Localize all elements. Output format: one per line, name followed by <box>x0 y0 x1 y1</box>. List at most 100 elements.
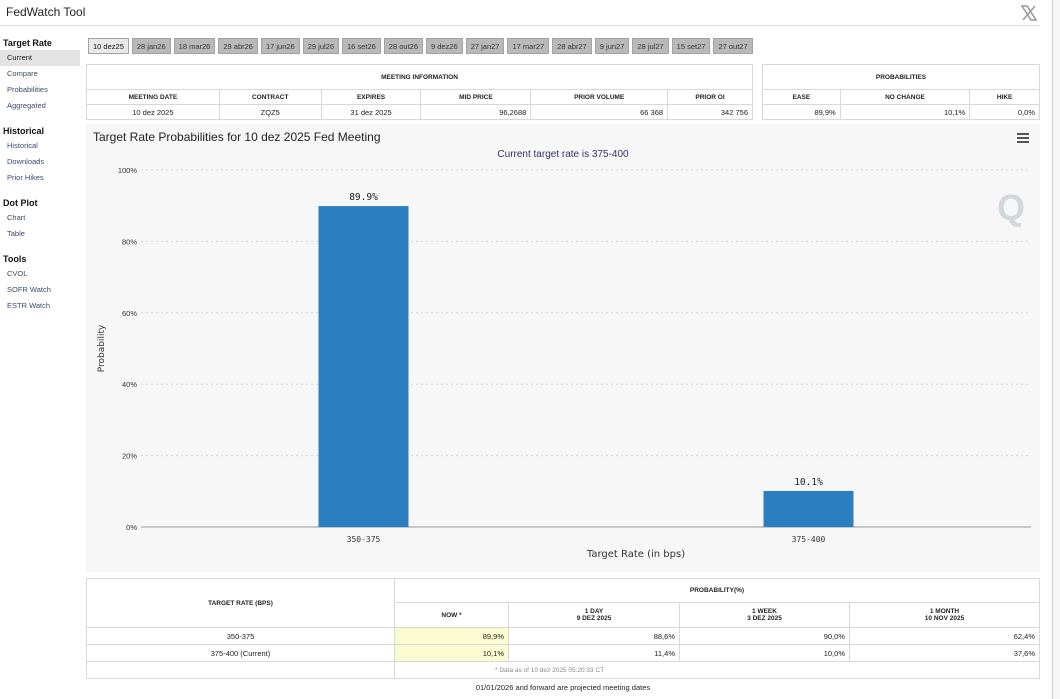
1-month-value: 62,4% <box>849 627 1040 645</box>
tab-18-mar26[interactable]: 18 mar26 <box>173 38 216 54</box>
q-logo-icon: Q <box>997 187 1025 228</box>
tab-9-dez26[interactable]: 9 dez26 <box>426 38 463 54</box>
x-axis-title: Target Rate (in bps) <box>586 549 685 560</box>
sidebar-item-aggregated[interactable]: Aggregated <box>7 101 46 110</box>
1-month-value: 37,6% <box>849 644 1040 662</box>
tab-15-set27[interactable]: 15 set27 <box>671 38 711 54</box>
tab-10-dez25[interactable]: 10 dez25 <box>88 38 129 54</box>
app-title: FedWatch Tool <box>6 5 86 19</box>
tab-9-jun27[interactable]: 9 jun27 <box>594 38 630 54</box>
col-meeting-date: MEETING DATE <box>86 89 220 105</box>
period-1-month: 1 MONTH 10 NOV 2025 <box>849 602 1040 628</box>
data-label: 10.1% <box>794 477 823 488</box>
scrollbar[interactable] <box>1052 0 1060 699</box>
sidebar-item-sofr-watch[interactable]: SOFR Watch <box>7 285 51 294</box>
tab-28-abr27[interactable]: 28 abr27 <box>552 38 592 54</box>
sidebar-item-historical[interactable]: Historical <box>7 141 38 150</box>
chart-subtitle: Current target rate is 375-400 <box>497 149 629 160</box>
ease-value: 89,9% <box>762 104 841 120</box>
sidebar-item-chart[interactable]: Chart <box>7 213 26 222</box>
tab-17-jun26[interactable]: 17 jun26 <box>260 38 300 54</box>
probabilities-heading: PROBABILITIES <box>762 64 1040 90</box>
col-hike: HIKE <box>969 89 1040 105</box>
y-tick-label: 40% <box>122 380 137 389</box>
sidebar-item-cvol[interactable]: CVOL <box>7 269 28 278</box>
col-ease: EASE <box>762 89 841 105</box>
sidebar-item-estr-watch[interactable]: ESTR Watch <box>7 301 51 310</box>
prior-volume-value: 66 368 <box>530 104 669 120</box>
col-prior-volume: PRIOR VOLUME <box>530 89 669 105</box>
tab-16-set26[interactable]: 16 set26 <box>342 38 381 54</box>
tab-27-out27[interactable]: 27 out27 <box>713 38 753 54</box>
meeting-info-table: MEETING INFORMATION MEETING DATE CONTRAC… <box>86 64 753 120</box>
tab-28-jul27[interactable]: 28 jul27 <box>632 38 669 54</box>
y-tick-label: 80% <box>122 237 137 246</box>
col-expires: EXPIRES <box>320 89 422 105</box>
expires-value: 31 dez 2025 <box>320 104 422 120</box>
sidebar-heading: Target Rate <box>3 38 52 48</box>
sidebar-heading: Dot Plot <box>3 198 38 208</box>
now-value: 89,9% <box>394 627 509 645</box>
target-rate-header: TARGET RATE (BPS) <box>86 578 395 628</box>
bar-375-400 <box>763 490 854 527</box>
y-tick-label: 20% <box>122 452 137 461</box>
bar-350-375 <box>318 206 409 527</box>
sidebar-heading: Tools <box>3 254 27 264</box>
sidebar-item-downloads[interactable]: Downloads <box>7 157 45 166</box>
tab-29-jul26[interactable]: 29 jul26 <box>302 38 340 54</box>
period-now: NOW * <box>394 602 509 628</box>
sidebar-item-table[interactable]: Table <box>7 229 25 238</box>
col-prior-oi: PRIOR OI <box>667 89 753 105</box>
tab-27-jan27[interactable]: 27 jan27 <box>465 38 505 54</box>
probability-bar-chart: 0% 20% 40% 60% 80% 100% Q 89.9% 350-375 10.1% 375-… <box>97 166 1031 560</box>
sidebar-item-probabilities[interactable]: Probabilities <box>7 85 48 94</box>
y-axis-title: Probability <box>97 324 107 372</box>
rate-cell: 350-375 <box>86 627 395 645</box>
sidebar-heading: Historical <box>3 126 45 136</box>
1-week-value: 90,0% <box>679 627 850 645</box>
data-timestamp-note: * Data as of 10 dez 2025 05:20:33 CT <box>394 661 1040 679</box>
hamburger-menu-icon[interactable] <box>1017 133 1029 143</box>
sidebar-item-compare[interactable]: Compare <box>7 69 38 78</box>
1-day-value: 88,6% <box>508 627 680 645</box>
meeting-date-value: 10 dez 2025 <box>86 104 220 120</box>
1-day-value: 11,4% <box>508 644 680 662</box>
now-value: 10,1% <box>394 644 509 662</box>
x-tick-label: 350-375 <box>347 535 381 544</box>
mid-price-value: 96,2688 <box>420 104 532 120</box>
footer-note: 01/01/2026 and forward are projected mee… <box>475 683 651 692</box>
prior-oi-value: 342 756 <box>667 104 753 120</box>
hike-value: 0,0% <box>969 104 1040 120</box>
contract-value: ZQZ5 <box>218 104 322 120</box>
col-no-change: NO CHANGE <box>839 89 971 105</box>
meeting-tabs: 10 dez25 28 jan26 18 mar26 29 abr26 17 jun26… <box>88 38 753 54</box>
tab-29-abr26[interactable]: 29 abr26 <box>218 38 258 54</box>
no-change-value: 10,1% <box>839 104 971 120</box>
sidebar-item-current[interactable]: Current <box>0 50 80 66</box>
period-1-day: 1 DAY 9 DEZ 2025 <box>508 602 680 628</box>
chart-title: Target Rate Probabilities for 10 dez 202… <box>93 130 381 144</box>
col-mid-price: MID PRICE <box>420 89 532 105</box>
tab-28-out26[interactable]: 28 out26 <box>383 38 423 54</box>
y-tick-label: 60% <box>122 309 137 318</box>
meeting-info-heading: MEETING INFORMATION <box>86 64 753 90</box>
rate-probability-table: TARGET RATE (BPS) PROBABILITY(%) NOW * 1… <box>86 578 1040 679</box>
title-bar: FedWatch Tool <box>0 0 1040 26</box>
probabilities-table: PROBABILITIES EASE NO CHANGE HIKE 89,9% … <box>762 64 1040 120</box>
col-contract: CONTRACT <box>218 89 322 105</box>
rate-cell: 375-400 (Current) <box>86 644 395 662</box>
sidebar-item-prior-hikes[interactable]: Prior Hikes <box>7 173 44 182</box>
tab-17-mar27[interactable]: 17 mar27 <box>507 38 550 54</box>
sidebar: Target Rate Current Compare Probabilities Ag… <box>0 36 80 314</box>
tab-28-jan26[interactable]: 28 jan26 <box>131 38 171 54</box>
data-label: 89.9% <box>349 192 378 203</box>
y-tick-label: 0% <box>126 523 137 532</box>
1-week-value: 10,0% <box>679 644 850 662</box>
period-1-week: 1 WEEK 3 DEZ 2025 <box>679 602 850 628</box>
chart-panel: 0% 20% 40% 60% 80% 100% Q 89.9% 350-375 10.1% 375-… <box>86 124 1040 572</box>
y-tick-label: 100% <box>118 166 138 175</box>
probability-header: PROBABILITY(%) <box>394 578 1040 603</box>
x-share-icon[interactable] <box>1020 4 1038 22</box>
table-row: 350-375 89,9% 88,6% 90,0% 62,4% <box>86 627 1040 645</box>
table-row: 375-400 (Current) 10,1% 11,4% 10,0% 37,6… <box>86 644 1040 662</box>
